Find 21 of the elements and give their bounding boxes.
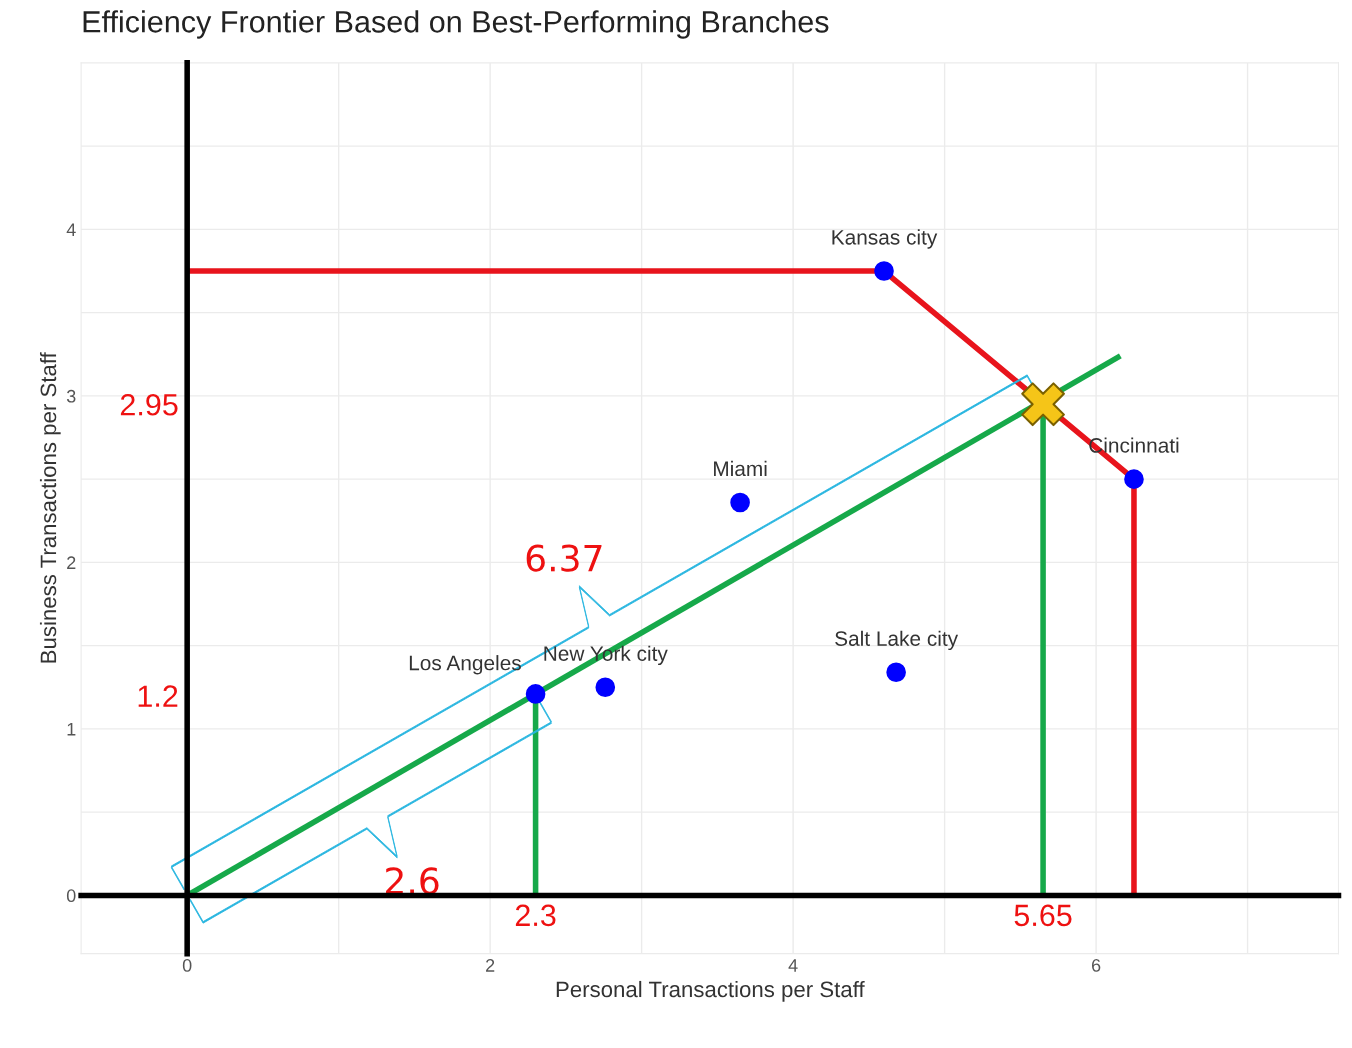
data-label: Miami bbox=[714, 460, 767, 477]
data-label: Salt Lake city bbox=[835, 630, 959, 651]
y-tick-label: 3 bbox=[66, 389, 76, 403]
x2-tick-label: 5.65 bbox=[1014, 904, 1072, 927]
y2-tick-label: 1.2 bbox=[138, 685, 178, 707]
x-axis-title: Personal Transactions per Staff bbox=[556, 980, 865, 1002]
x-tick-label: 6 bbox=[1091, 959, 1101, 972]
x-tick-label: 4 bbox=[788, 959, 798, 972]
data-label: Kansas city bbox=[832, 229, 938, 249]
chart-title: Efficiency Frontier Based on Best-Performing Branches bbox=[83, 10, 829, 39]
y-tick-label: 2 bbox=[67, 556, 76, 569]
x2-tick-label: 2.3 bbox=[515, 904, 556, 927]
x-tick-label: 0 bbox=[182, 959, 192, 972]
y-tick-label: 1 bbox=[67, 723, 76, 736]
data-label: Los Angeles bbox=[409, 655, 521, 675]
y2-tick-label: 2.95 bbox=[120, 393, 178, 416]
y-tick-label: 0 bbox=[66, 889, 76, 903]
annotation: 6.37 bbox=[526, 544, 602, 572]
y-tick-label: 4 bbox=[66, 223, 76, 236]
y-axis-title: Business Transactions per Staff bbox=[39, 352, 61, 663]
x-tick-label: 2 bbox=[486, 959, 495, 972]
